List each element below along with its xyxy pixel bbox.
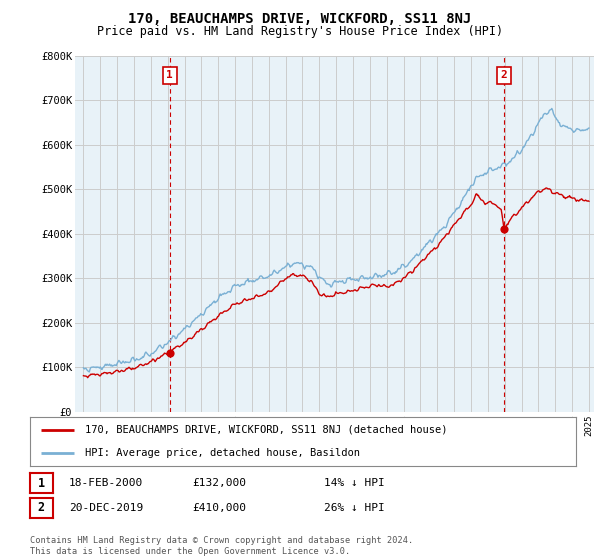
Text: 170, BEAUCHAMPS DRIVE, WICKFORD, SS11 8NJ: 170, BEAUCHAMPS DRIVE, WICKFORD, SS11 8N… xyxy=(128,12,472,26)
Text: 2: 2 xyxy=(38,501,45,515)
Text: 18-FEB-2000: 18-FEB-2000 xyxy=(69,478,143,488)
Point xyxy=(165,348,175,357)
Point xyxy=(499,225,509,234)
Text: £410,000: £410,000 xyxy=(192,503,246,513)
Text: Price paid vs. HM Land Registry's House Price Index (HPI): Price paid vs. HM Land Registry's House … xyxy=(97,25,503,38)
Text: 2: 2 xyxy=(501,70,508,80)
Text: HPI: Average price, detached house, Basildon: HPI: Average price, detached house, Basi… xyxy=(85,447,359,458)
Text: Contains HM Land Registry data © Crown copyright and database right 2024.
This d: Contains HM Land Registry data © Crown c… xyxy=(30,536,413,556)
Text: 26% ↓ HPI: 26% ↓ HPI xyxy=(324,503,385,513)
Text: 20-DEC-2019: 20-DEC-2019 xyxy=(69,503,143,513)
Text: 170, BEAUCHAMPS DRIVE, WICKFORD, SS11 8NJ (detached house): 170, BEAUCHAMPS DRIVE, WICKFORD, SS11 8N… xyxy=(85,425,447,435)
Text: 1: 1 xyxy=(166,70,173,80)
Text: 14% ↓ HPI: 14% ↓ HPI xyxy=(324,478,385,488)
Text: 1: 1 xyxy=(38,477,45,490)
Text: £132,000: £132,000 xyxy=(192,478,246,488)
